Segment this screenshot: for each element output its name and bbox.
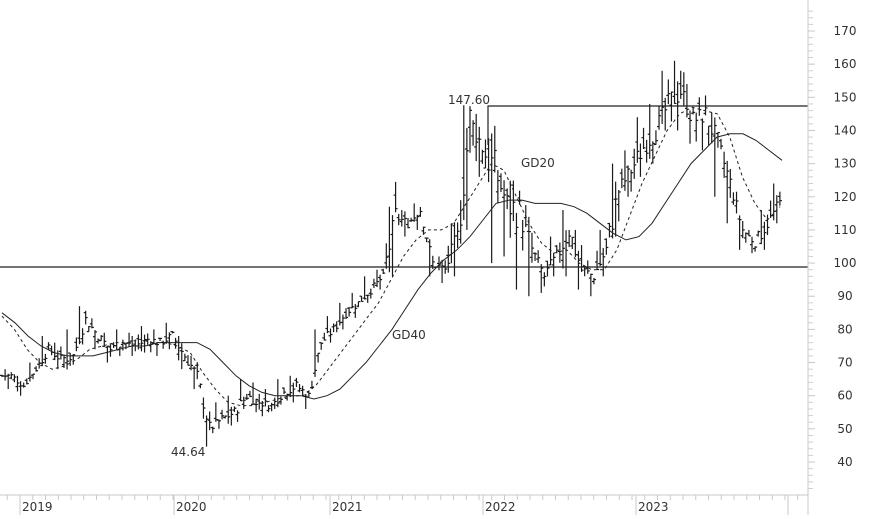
- price-bars: [0, 60, 782, 447]
- y-tick-label: 90: [837, 289, 852, 303]
- y-tick-label: 170: [834, 24, 857, 38]
- x-tick-label: 2022: [485, 500, 516, 514]
- y-tick-label: 80: [837, 322, 852, 336]
- y-tick-label: 60: [837, 389, 852, 403]
- y-tick-label: 140: [834, 123, 857, 137]
- x-tick-label: 2020: [176, 500, 207, 514]
- y-tick-label: 70: [837, 356, 852, 370]
- resistance-line: [487, 105, 808, 145]
- y-tick-label: 130: [834, 157, 857, 171]
- gd40-moving-average-line: [1, 133, 783, 400]
- y-tick-label: 110: [834, 223, 857, 237]
- high-value-label: 147.60: [448, 93, 490, 107]
- y-tick-label: 160: [834, 57, 857, 71]
- y-axis: 40 50 60 70 80 90 100 110 120 130 140 150 160 170: [807, 0, 857, 515]
- y-tick-label: 100: [834, 256, 857, 270]
- y-tick-label: 40: [837, 455, 852, 469]
- y-tick-label: 120: [834, 190, 857, 204]
- y-tick-label: 150: [834, 90, 857, 104]
- x-tick-label: 2023: [638, 500, 669, 514]
- x-tick-label: 2019: [22, 500, 53, 514]
- gd20-label: GD20: [521, 156, 555, 170]
- x-axis: 2019 2020 2021 2022 2023: [0, 494, 808, 515]
- y-tick-label: 50: [837, 422, 852, 436]
- gd40-label: GD40: [392, 328, 426, 342]
- low-value-label: 44.64: [171, 445, 205, 459]
- x-tick-label: 2021: [332, 500, 363, 514]
